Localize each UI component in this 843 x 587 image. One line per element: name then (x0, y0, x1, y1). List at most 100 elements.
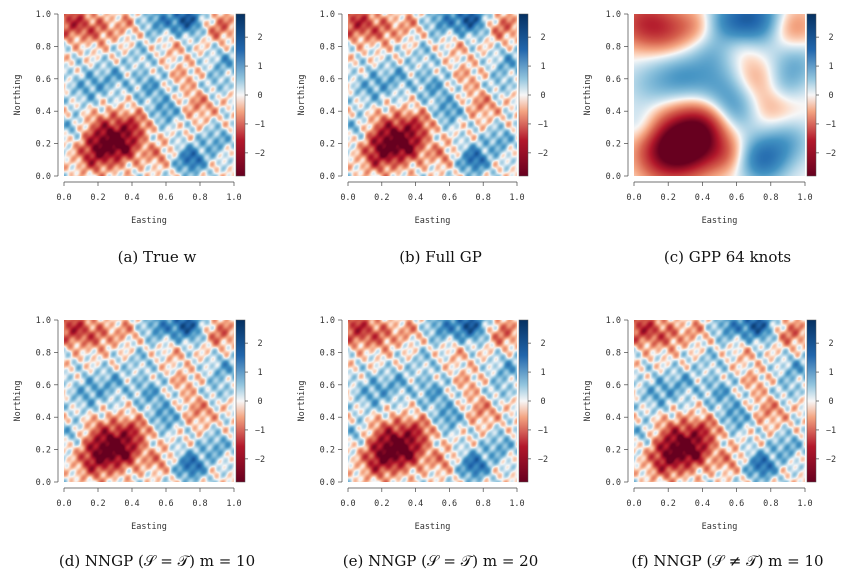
y-tick-label: 1.0 (36, 316, 51, 326)
x-tick-label: 0.2 (90, 193, 105, 203)
y-tick-label: 0.0 (36, 478, 51, 488)
colorbar-tick-label: 2 (828, 33, 833, 43)
colorbar (806, 13, 817, 177)
colorbar-tick-label: 0 (828, 91, 833, 101)
colorbar-tick-label: 2 (257, 33, 262, 43)
x-tick-label: 1.0 (226, 499, 241, 509)
x-tick-label: 0.4 (124, 193, 139, 203)
panel-caption: (d) NNGP (𝒮 = 𝒯) m = 10 (58, 552, 256, 570)
heatmap-image (348, 320, 517, 482)
colorbar-tick-label: −2 (826, 455, 836, 465)
y-tick-label: 0.6 (606, 381, 621, 391)
y-tick-label: 0.8 (36, 348, 51, 358)
axis-lines (627, 320, 805, 489)
colorbar-tick-label: −2 (538, 455, 548, 465)
x-tick-label: 0.6 (442, 499, 457, 509)
y-tick-label: 0.8 (36, 42, 51, 52)
colorbar-tick-label: 0 (257, 397, 262, 407)
y-tick-label: 0.6 (606, 75, 621, 85)
x-tick-label: 1.0 (797, 193, 812, 203)
y-axis-label: Northing (297, 381, 307, 422)
x-tick-label: 1.0 (509, 193, 524, 203)
y-tick-label: 0.6 (320, 381, 335, 391)
x-tick-label: 0.2 (90, 499, 105, 509)
y-axis-label: Northing (583, 381, 593, 422)
panel-caption: (a) True w (117, 248, 197, 266)
axis-lines (57, 320, 234, 489)
y-tick-label: 0.8 (320, 42, 335, 52)
panel-e: 0.0 0.2 0.4 0.6 0.8 1.0 0.0 0.2 0.4 0.6 0.8 1.0 East… (297, 316, 548, 532)
axis-lines (57, 14, 234, 183)
colorbar-tick-label: 0 (828, 397, 833, 407)
x-tick-label: 0.4 (695, 193, 710, 203)
y-tick-label: 0.2 (36, 140, 51, 150)
colorbar-tick-label: 2 (257, 339, 262, 349)
x-axis-label: Easting (131, 216, 167, 226)
x-tick-label: 1.0 (797, 499, 812, 509)
x-axis-label: Easting (131, 522, 167, 532)
y-tick-label: 0.2 (320, 140, 335, 150)
colorbar-tick-label: −1 (538, 426, 548, 436)
colorbar-tick-label: −2 (538, 149, 548, 159)
heatmap-image (634, 14, 805, 176)
colorbar (235, 13, 246, 177)
x-tick-label: 0.8 (476, 193, 491, 203)
y-axis-label: Northing (297, 75, 307, 116)
colorbar-tick-label: 2 (540, 339, 545, 349)
panel-b: 0.0 0.2 0.4 0.6 0.8 1.0 0.0 0.2 0.4 0.6 0.8 1.0 East… (297, 10, 548, 226)
y-tick-label: 0.4 (320, 413, 335, 423)
panel-a: 0.0 0.2 0.4 0.6 0.8 1.0 0.0 0.2 0.4 0.6 0.8 1.0 East… (13, 10, 265, 226)
y-tick-label: 0.4 (36, 413, 51, 423)
colorbar-tick-label: −1 (826, 426, 836, 436)
y-tick-label: 0.0 (36, 172, 51, 182)
x-tick-label: 0.6 (729, 499, 744, 509)
axis-lines (341, 320, 517, 489)
x-axis-label: Easting (702, 216, 738, 226)
panel-d: 0.0 0.2 0.4 0.6 0.8 1.0 0.0 0.2 0.4 0.6 0.8 1.0 East… (13, 316, 265, 532)
panel-caption: (e) NNGP (𝒮 = 𝒯) m = 20 (342, 552, 539, 570)
colorbar-tick-label: 1 (257, 62, 262, 72)
panel-f: 0.0 0.2 0.4 0.6 0.8 1.0 0.0 0.2 0.4 0.6 0.8 1.0 East… (583, 316, 836, 532)
y-tick-label: 0.0 (320, 478, 335, 488)
colorbar (806, 319, 817, 483)
y-tick-label: 1.0 (320, 316, 335, 326)
colorbar-tick-label: 1 (828, 368, 833, 378)
y-tick-label: 0.0 (606, 478, 621, 488)
y-tick-label: 1.0 (36, 10, 51, 20)
y-tick-label: 0.8 (606, 42, 621, 52)
y-tick-label: 0.2 (36, 446, 51, 456)
x-tick-label: 0.2 (661, 499, 676, 509)
x-tick-label: 0.6 (158, 499, 173, 509)
x-tick-label: 0.8 (763, 499, 778, 509)
colorbar-tick-label: −1 (255, 426, 265, 436)
heatmap-image (64, 14, 234, 176)
x-tick-label: 0.0 (626, 499, 641, 509)
y-tick-label: 1.0 (606, 10, 621, 20)
heatmap-image (64, 320, 234, 482)
x-tick-label: 0.2 (661, 193, 676, 203)
colorbar-tick-label: −2 (826, 149, 836, 159)
y-tick-label: 0.4 (36, 107, 51, 117)
x-tick-label: 0.6 (729, 193, 744, 203)
panel-c: 0.0 0.2 0.4 0.6 0.8 1.0 0.0 0.2 0.4 0.6 0.8 1.0 East… (583, 10, 836, 226)
x-axis-label: Easting (415, 216, 451, 226)
y-tick-label: 0.4 (320, 107, 335, 117)
colorbar-tick-label: −2 (255, 455, 265, 465)
panel-caption: (c) GPP 64 knots (663, 248, 792, 266)
x-tick-label: 0.2 (374, 193, 389, 203)
panel-caption: (f) NNGP (𝒮 ≠ 𝒯) m = 10 (631, 552, 824, 570)
x-tick-label: 0.2 (374, 499, 389, 509)
colorbar-tick-label: 0 (540, 397, 545, 407)
colorbar-tick-label: 0 (257, 91, 262, 101)
y-tick-label: 0.4 (606, 107, 621, 117)
x-tick-label: 1.0 (226, 193, 241, 203)
y-tick-label: 0.2 (606, 446, 621, 456)
colorbar-tick-label: 1 (540, 62, 545, 72)
colorbar-tick-label: −1 (255, 120, 265, 130)
x-tick-label: 0.4 (408, 499, 423, 509)
colorbar (235, 319, 246, 483)
y-axis-label: Northing (583, 75, 593, 116)
axis-lines (627, 14, 805, 183)
y-axis-label: Northing (13, 381, 23, 422)
